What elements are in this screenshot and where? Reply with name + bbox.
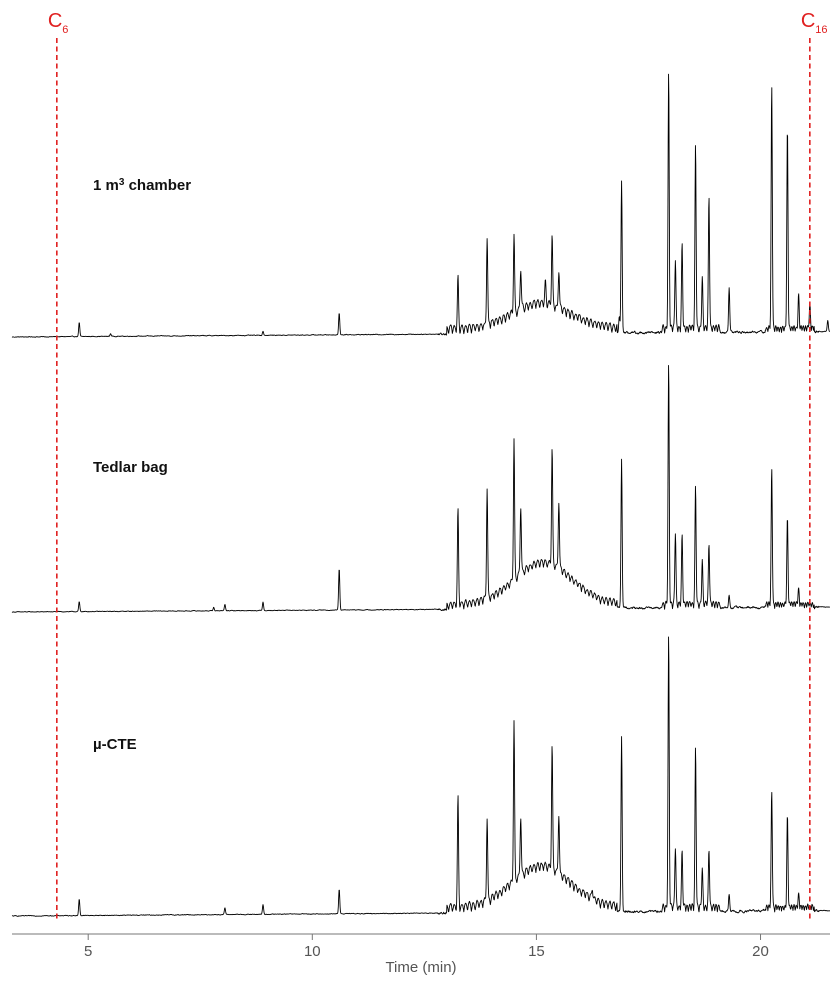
- trace-label: Tedlar bag: [93, 459, 168, 476]
- x-tick-label: 15: [528, 943, 545, 960]
- trace-labels: 1 m3 chamber Tedlar bag µ-CTE: [93, 177, 191, 754]
- trace-line: [11, 365, 830, 613]
- trace-line: [11, 636, 830, 917]
- trace-label: 1 m3 chamber: [93, 177, 191, 195]
- x-axis-ticks: 5 10 15 20: [84, 934, 769, 960]
- x-tick-label: 10: [304, 943, 321, 960]
- x-axis: 5 10 15 20 Time (min): [12, 933, 830, 976]
- marker-label: C16: [801, 10, 828, 36]
- marker-label: C6: [48, 10, 69, 36]
- x-tick-label: 20: [752, 943, 769, 960]
- x-tick-label: 5: [84, 943, 92, 960]
- carbon-markers: C6 C16: [48, 10, 828, 920]
- x-axis-title: Time (min): [385, 959, 456, 976]
- trace-line: [11, 73, 830, 338]
- trace-label: µ-CTE: [93, 736, 137, 753]
- traces-layer: [11, 73, 830, 917]
